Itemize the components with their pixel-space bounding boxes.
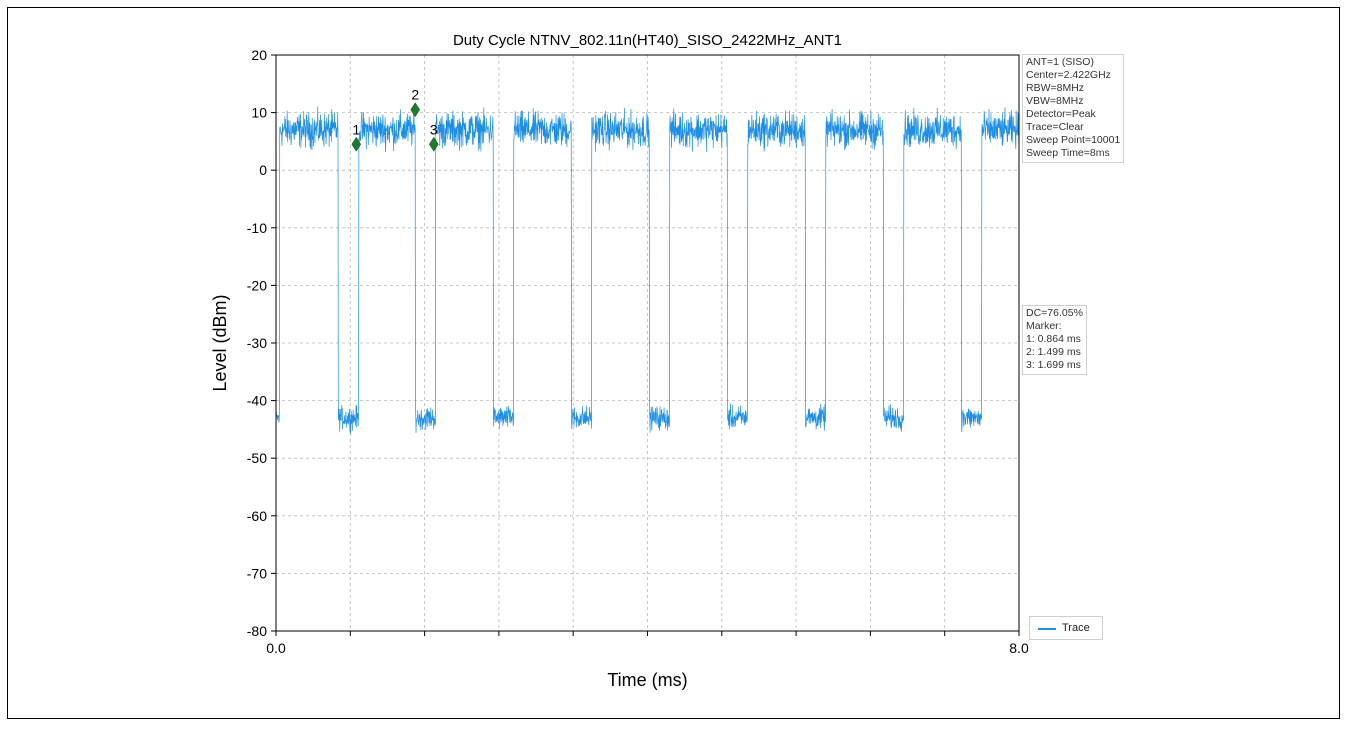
y-tick-label: -80	[247, 623, 267, 639]
legend: Trace	[1029, 616, 1103, 640]
marker-label: 2	[411, 87, 419, 103]
trace-line	[275, 106, 1020, 435]
duty-cycle-plot: 1 2 3 20 10 0 -10 -20 -30 -40 -50 -60 -70 -800.0 8.0 D…	[210, 32, 1029, 690]
duty-cycle-value: DC=76.05%	[1026, 307, 1083, 319]
legend-swatch	[1038, 628, 1056, 630]
setting-line: VBW=8MHz	[1026, 95, 1084, 107]
axes-frame	[275, 54, 1020, 632]
y-tick-label: -40	[247, 393, 267, 409]
setting-line: Detector=Peak	[1026, 108, 1096, 120]
y-tick-label: -30	[247, 335, 267, 351]
x-tick-label: 0.0	[266, 640, 286, 656]
y-tick-label: -50	[247, 450, 267, 466]
legend-label: Trace	[1062, 622, 1090, 634]
marker-readout: 1: 0.864 ms	[1026, 333, 1081, 345]
duty-cycle-marker-box: DC=76.05% Marker: 1: 0.864 ms 2: 1.499 m…	[1022, 305, 1087, 375]
marker-heading: Marker:	[1026, 320, 1062, 332]
setting-line: Trace=Clear	[1026, 121, 1084, 133]
chart-title: Duty Cycle NTNV_802.11n(HT40)_SISO_2422M…	[453, 32, 842, 49]
y-tick-label: 0	[259, 162, 267, 178]
x-tick-label: 8.0	[1009, 640, 1029, 656]
x-axis-label: Time (ms)	[607, 670, 687, 690]
measurement-settings-box: ANT=1 (SISO) Center=2.422GHz RBW=8MHz VB…	[1022, 54, 1125, 163]
marker-diamond	[428, 136, 439, 152]
marker-label: 3	[430, 121, 438, 137]
marker-label: 1	[352, 121, 360, 137]
setting-line: RBW=8MHz	[1026, 82, 1085, 94]
y-tick-label: 10	[251, 105, 267, 121]
chart-frame: 1 2 3 20 10 0 -10 -20 -30 -40 -50 -60 -70 -80 0.0 8.0 D…	[7, 7, 1340, 719]
y-axis-label: Level (dBm)	[210, 294, 230, 391]
y-tick-label: -70	[247, 565, 267, 581]
marker-diamond	[351, 136, 362, 152]
y-tick-label: -20	[247, 277, 267, 293]
marker-diamond	[410, 102, 421, 118]
setting-line: Center=2.422GHz	[1026, 69, 1111, 81]
marker-readout: 2: 1.499 ms	[1026, 346, 1081, 358]
setting-line: Sweep Point=10001	[1026, 134, 1121, 146]
setting-line: ANT=1 (SISO)	[1026, 56, 1094, 68]
marker-readout: 3: 1.699 ms	[1026, 359, 1081, 371]
y-tick-label: -10	[247, 220, 267, 236]
y-tick-label: 20	[251, 47, 267, 63]
y-tick-label: -60	[247, 508, 267, 524]
setting-line: Sweep Time=8ms	[1026, 147, 1110, 159]
